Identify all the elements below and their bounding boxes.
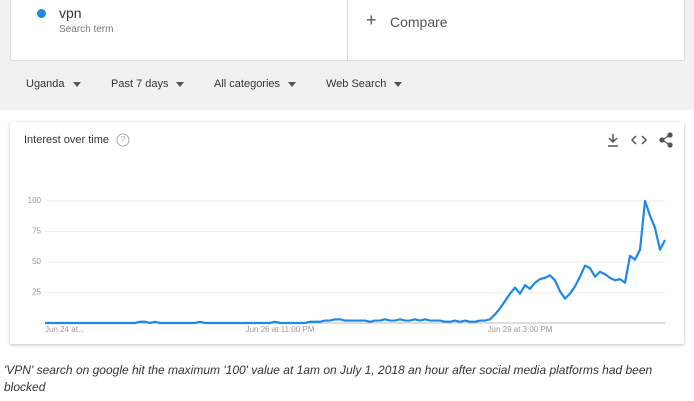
share-icon[interactable]: [659, 132, 673, 148]
help-icon[interactable]: ?: [116, 133, 130, 147]
filter[interactable]: Past 7 days: [111, 78, 184, 90]
term: vpn: [59, 5, 82, 21]
series-dot: [37, 9, 46, 18]
filter[interactable]: Uganda: [26, 78, 81, 90]
filter[interactable]: All categories: [214, 78, 296, 90]
header: vpn Search term + Compare Uganda Past 7 …: [0, 0, 694, 110]
chart-card: Interest over time ? 25 50 75 100 Jun 24 at.…: [10, 122, 684, 344]
y-tick-label: 25: [32, 288, 41, 297]
compare: Compare: [390, 14, 448, 30]
svg-text:?: ?: [121, 135, 126, 144]
caption: 'VPN' search on google hit the maximum '…: [4, 363, 653, 394]
plus-icon: +: [366, 10, 377, 30]
term-subtitle: Search term: [59, 24, 114, 35]
y-tick-label: 75: [32, 227, 41, 236]
compare-box[interactable]: + Compare: [347, 0, 685, 61]
x-tick-label: Jun 26 at 11:00 PM: [246, 325, 315, 334]
line: [45, 199, 666, 325]
download-icon[interactable]: [608, 134, 618, 147]
x-tick-label: Jun 24 at...: [45, 325, 85, 334]
y-tick-label: 50: [32, 257, 41, 266]
search-term-box[interactable]: vpn Search term: [10, 0, 348, 61]
chart-title: Interest over time: [24, 134, 109, 146]
y-tick-label: 100: [28, 196, 42, 205]
chart: Interest over time ? 25 50 75 100 Jun 24 at.…: [24, 132, 673, 334]
filter[interactable]: Web Search: [326, 78, 402, 90]
x-tick-label: Jun 29 at 3:00 PM: [488, 325, 553, 334]
embed-icon[interactable]: [630, 135, 648, 145]
